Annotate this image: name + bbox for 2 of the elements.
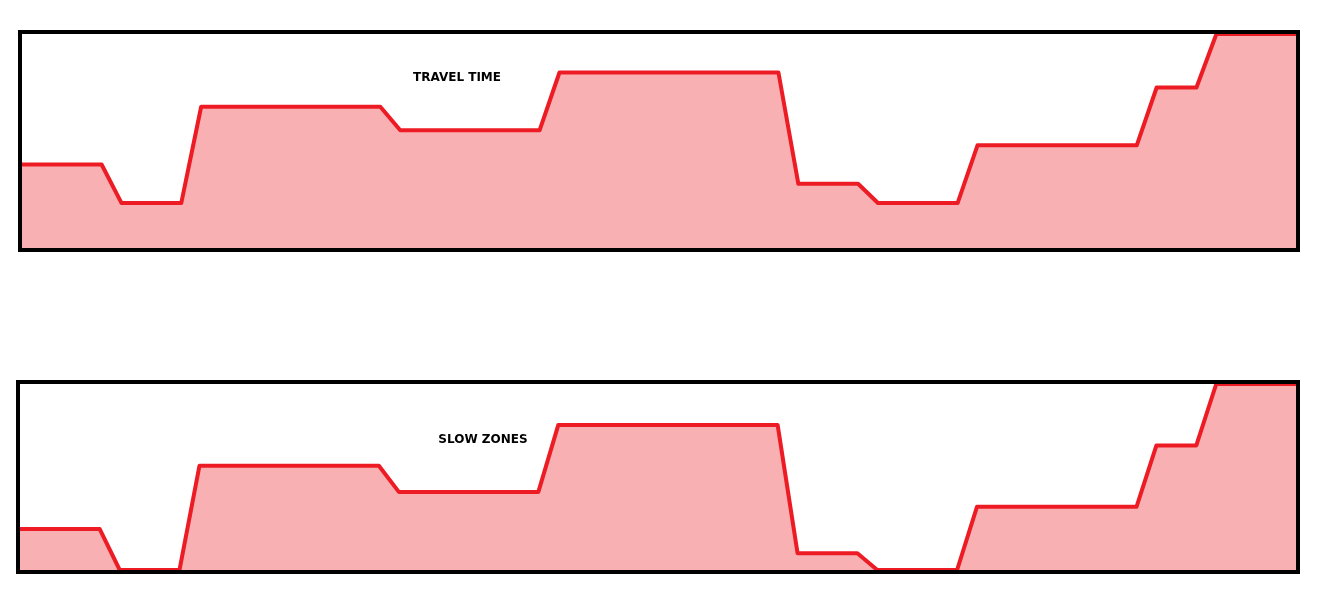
text: TRAVEL TIME — [413, 70, 501, 84]
text: SLOW ZONES — [438, 432, 528, 446]
